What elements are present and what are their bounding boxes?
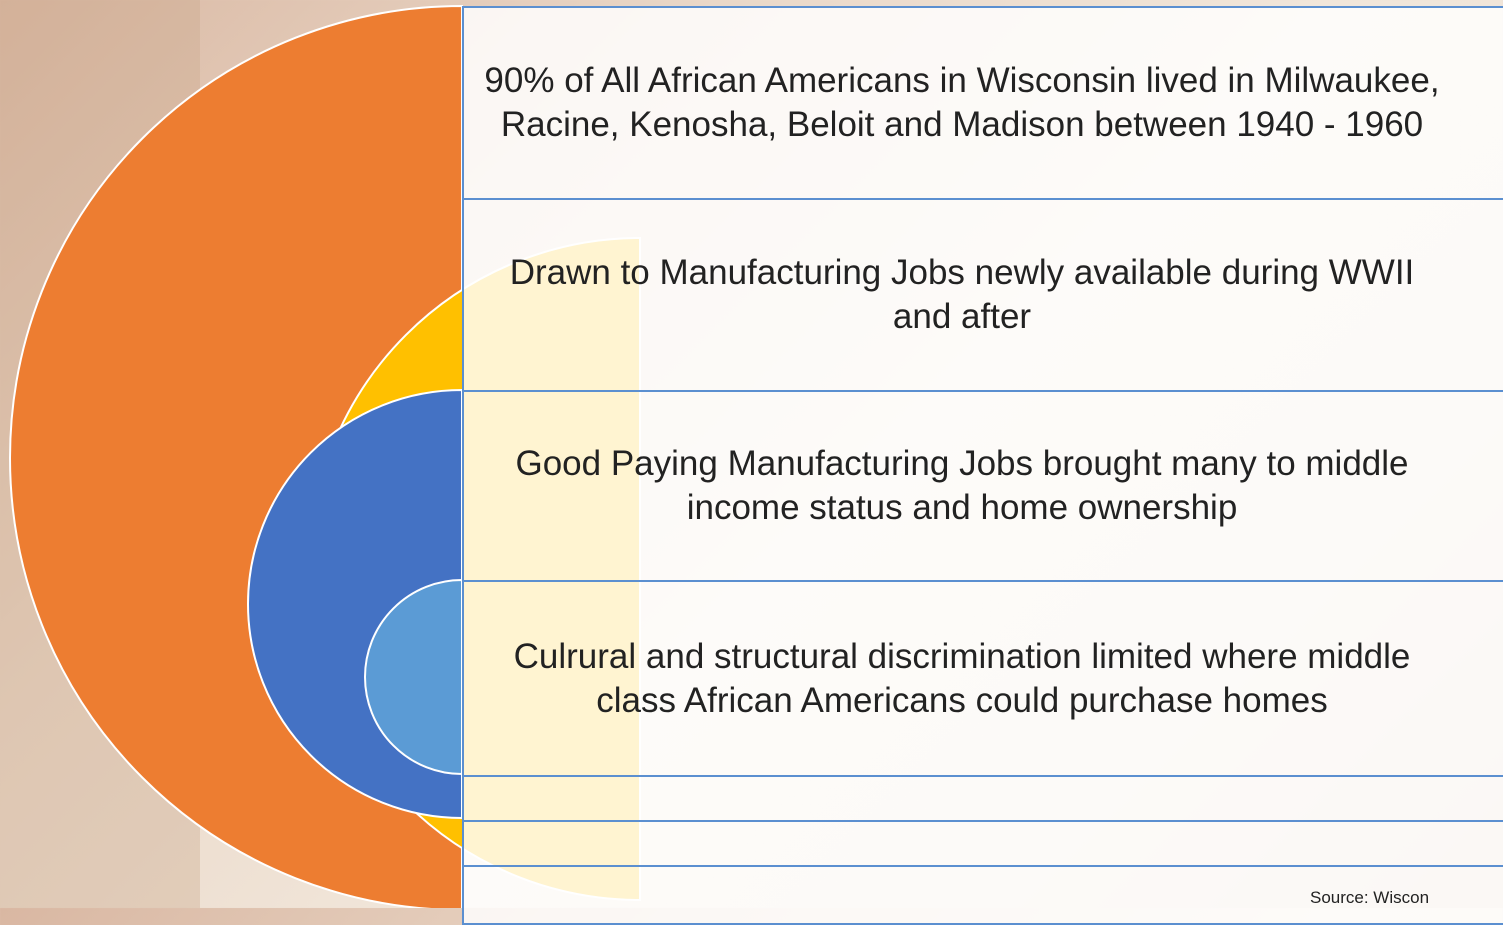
text-box: Drawn to Manufacturing Jobs newly availa… (462, 198, 1503, 392)
text-box: Culrural and structural discrimination l… (462, 580, 1503, 777)
text-box: 90% of All African Americans in Wisconsi… (462, 6, 1503, 200)
inner-ring (364, 578, 463, 776)
empty-box (462, 820, 1503, 867)
item-text: Good Paying Manufacturing Jobs brought m… (515, 444, 1409, 527)
item-text: 90% of All African Americans in Wisconsi… (484, 61, 1440, 144)
text-box: Good Paying Manufacturing Jobs brought m… (462, 390, 1503, 582)
empty-box (462, 775, 1503, 822)
item-text: Culrural and structural discrimination l… (513, 636, 1411, 720)
item-text: Drawn to Manufacturing Jobs newly availa… (509, 253, 1415, 336)
source-note: Source: Wiscon (1310, 888, 1430, 907)
